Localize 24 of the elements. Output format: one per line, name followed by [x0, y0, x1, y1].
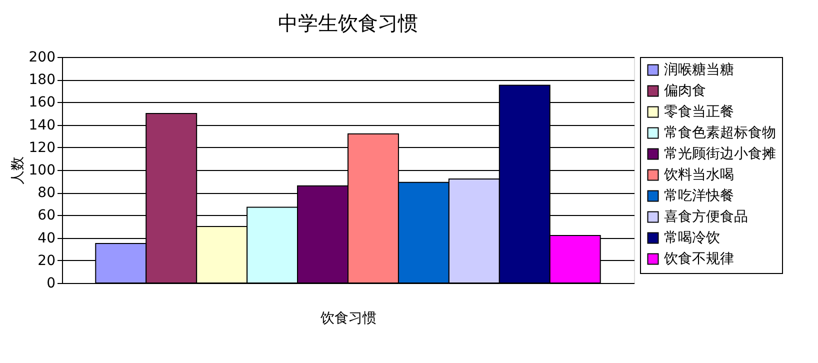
legend-label: 饮料当水喝: [663, 167, 734, 183]
legend-label: 偏肉食: [664, 83, 706, 99]
y-tick-label: 20: [38, 252, 56, 269]
legend-label: 润喉糖当糖: [664, 62, 734, 78]
y-tick-label: 60: [38, 208, 56, 224]
legend-label: 喜食方便食品: [664, 209, 748, 225]
legend-label: 饮食不规律: [663, 251, 734, 267]
y-tick-label: 80: [38, 185, 56, 202]
y-tick-label: 40: [38, 230, 56, 246]
y-tick-label: 200: [28, 50, 56, 66]
y-axis-title: 人数: [10, 156, 26, 184]
legend-label: 常喝冷饮: [664, 230, 720, 246]
legend-label: 常吃洋快餐: [664, 188, 734, 204]
y-tick-label: 0: [46, 276, 56, 292]
y-tick-label: 140: [28, 117, 56, 134]
legend-label: 常食色素超标食物: [664, 125, 776, 141]
y-tick-label: 180: [28, 72, 56, 88]
y-tick-label: 160: [28, 94, 56, 111]
y-tick-label: 120: [28, 140, 56, 156]
y-tick-label: 100: [28, 162, 56, 178]
legend-label: 零食当正餐: [664, 104, 734, 120]
x-axis-title: 饮食习惯: [320, 310, 376, 326]
chart-title: 中学生饮食习惯: [278, 11, 418, 35]
legend-label: 常光顾街边小食摊: [664, 146, 776, 162]
